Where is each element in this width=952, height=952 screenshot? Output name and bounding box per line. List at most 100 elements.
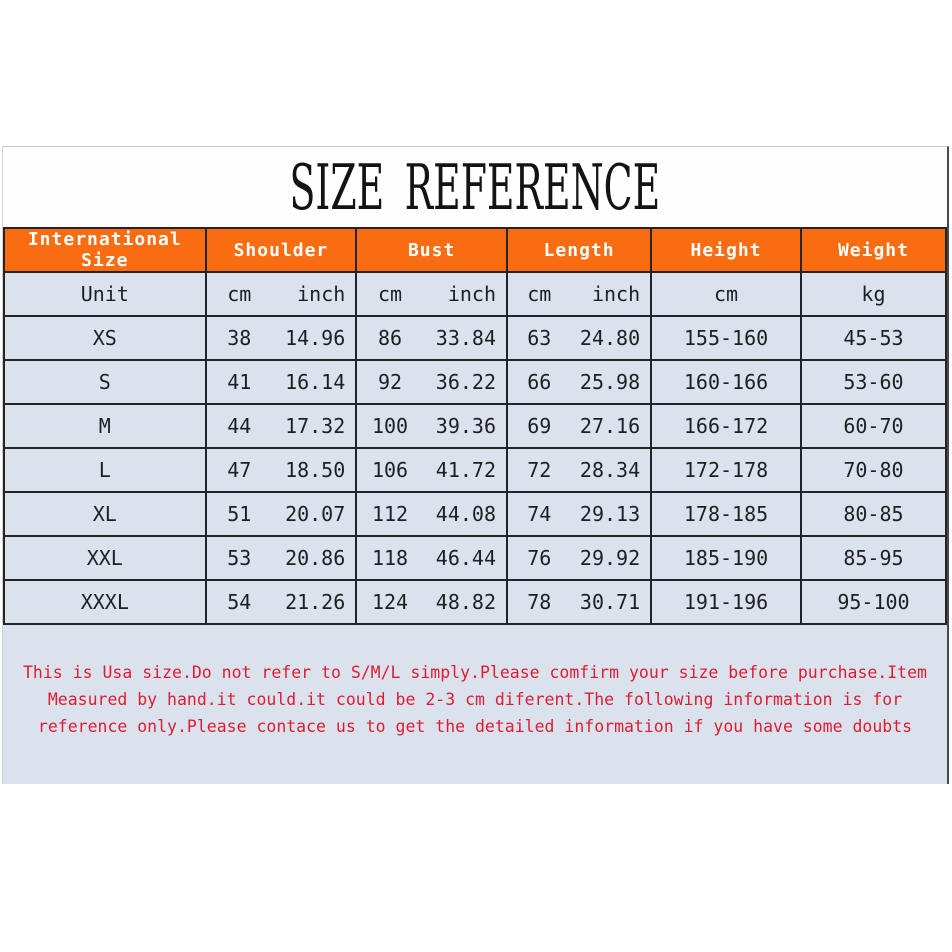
size-label: XS — [3, 315, 207, 361]
length-cell: 66 25.98 — [506, 359, 653, 405]
header-shoulder: Shoulder — [204, 227, 358, 273]
bust-cell: 92 36.22 — [355, 359, 509, 405]
shoulder-inch-value: 20.07 — [285, 502, 346, 526]
bust-cm-value: 92 — [377, 370, 403, 394]
shoulder-inch-value: 18.50 — [285, 458, 346, 482]
size-label: XL — [3, 491, 207, 537]
weight-value: 53-60 — [799, 359, 948, 405]
height-value: 191-196 — [650, 579, 802, 625]
unit-shoulder-cell: cm inch — [204, 271, 358, 317]
size-table: International Size Shoulder Bust Length … — [3, 227, 948, 625]
bust-inch-value: 39.36 — [435, 414, 496, 438]
size-chart-frame: SIZE REFERENCE International Size Should… — [2, 146, 949, 784]
height-value: 172-178 — [650, 447, 802, 493]
length-inch-value: 24.80 — [579, 326, 641, 350]
length-cm-value: 69 — [527, 414, 552, 438]
shoulder-cm-value: 44 — [227, 414, 252, 438]
note-line-2: Measured by hand.it could.it could be 2-… — [47, 690, 903, 709]
weight-value: 85-95 — [799, 535, 948, 581]
length-cell: 78 30.71 — [506, 579, 653, 625]
shoulder-cell: 47 18.50 — [204, 447, 358, 493]
bust-cell: 118 46.44 — [355, 535, 509, 581]
bust-cm-value: 100 — [371, 414, 409, 438]
shoulder-cell: 41 16.14 — [204, 359, 358, 405]
header-weight: Weight — [799, 227, 948, 273]
shoulder-cm-value: 47 — [227, 458, 252, 482]
note-block: This is Usa size.Do not refer to S/M/L s… — [3, 625, 947, 784]
shoulder-cell: 54 21.26 — [204, 579, 358, 625]
title-block: SIZE REFERENCE — [3, 147, 947, 227]
unit-bust-inch: inch — [447, 282, 496, 306]
unit-length-cm: cm — [527, 282, 552, 306]
unit-weight: kg — [799, 271, 948, 317]
header-bust: Bust — [355, 227, 509, 273]
unit-row: Unit cm inch cm inch — [3, 271, 948, 317]
unit-height: cm — [650, 271, 802, 317]
length-cm-value: 72 — [527, 458, 552, 482]
shoulder-inch-value: 20.86 — [285, 546, 346, 570]
bust-inch-value: 46.44 — [435, 546, 496, 570]
bust-inch-value: 48.82 — [435, 590, 496, 614]
length-cm-value: 74 — [527, 502, 552, 526]
page-title: SIZE REFERENCE — [289, 150, 661, 224]
table-row: XL 51 20.07 112 44.08 — [3, 491, 948, 537]
length-cm-value: 78 — [527, 590, 552, 614]
bust-cm-value: 86 — [377, 326, 403, 350]
length-cm-value: 76 — [527, 546, 552, 570]
shoulder-cm-value: 38 — [227, 326, 252, 350]
length-cell: 63 24.80 — [506, 315, 653, 361]
height-value: 185-190 — [650, 535, 802, 581]
length-cell: 69 27.16 — [506, 403, 653, 449]
size-label: XXXL — [3, 579, 207, 625]
bust-cell: 86 33.84 — [355, 315, 509, 361]
weight-value: 80-85 — [799, 491, 948, 537]
weight-value: 70-80 — [799, 447, 948, 493]
shoulder-cell: 51 20.07 — [204, 491, 358, 537]
bust-cell: 100 39.36 — [355, 403, 509, 449]
bust-cell: 112 44.08 — [355, 491, 509, 537]
size-label: L — [3, 447, 207, 493]
bust-cell: 106 41.72 — [355, 447, 509, 493]
length-inch-value: 27.16 — [579, 414, 641, 438]
note-line-3: reference only.Please contace us to get … — [37, 717, 913, 736]
bust-cell: 124 48.82 — [355, 579, 509, 625]
weight-value: 45-53 — [799, 315, 948, 361]
length-cell: 74 29.13 — [506, 491, 653, 537]
unit-bust-cell: cm inch — [355, 271, 509, 317]
header-row: International Size Shoulder Bust Length … — [3, 227, 948, 273]
length-inch-value: 25.98 — [579, 370, 641, 394]
shoulder-inch-value: 21.26 — [285, 590, 346, 614]
unit-label: Unit — [3, 271, 207, 317]
unit-shoulder-inch: inch — [297, 282, 346, 306]
unit-shoulder-cm: cm — [227, 282, 252, 306]
height-value: 178-185 — [650, 491, 802, 537]
height-value: 155-160 — [650, 315, 802, 361]
bust-cm-value: 118 — [371, 546, 409, 570]
size-label: S — [3, 359, 207, 405]
table-row: XXL 53 20.86 118 46.44 — [3, 535, 948, 581]
shoulder-inch-value: 17.32 — [285, 414, 346, 438]
bust-inch-value: 33.84 — [435, 326, 496, 350]
length-cell: 72 28.34 — [506, 447, 653, 493]
table-row: S 41 16.14 92 36.22 — [3, 359, 948, 405]
shoulder-inch-value: 14.96 — [285, 326, 346, 350]
shoulder-cm-value: 53 — [227, 546, 252, 570]
length-inch-value: 28.34 — [579, 458, 641, 482]
shoulder-cm-value: 54 — [227, 590, 252, 614]
length-cell: 76 29.92 — [506, 535, 653, 581]
table-row: M 44 17.32 100 39.36 — [3, 403, 948, 449]
length-cm-value: 63 — [527, 326, 552, 350]
bust-cm-value: 106 — [371, 458, 409, 482]
bust-cm-value: 112 — [371, 502, 409, 526]
shoulder-cell: 53 20.86 — [204, 535, 358, 581]
length-inch-value: 29.13 — [579, 502, 641, 526]
size-label: M — [3, 403, 207, 449]
table-row: XXXL 54 21.26 124 48.82 — [3, 579, 948, 625]
shoulder-cell: 38 14.96 — [204, 315, 358, 361]
size-label: XXL — [3, 535, 207, 581]
length-cm-value: 66 — [527, 370, 552, 394]
table-row: L 47 18.50 106 41.72 — [3, 447, 948, 493]
weight-value: 60-70 — [799, 403, 948, 449]
unit-bust-cm: cm — [377, 282, 403, 306]
